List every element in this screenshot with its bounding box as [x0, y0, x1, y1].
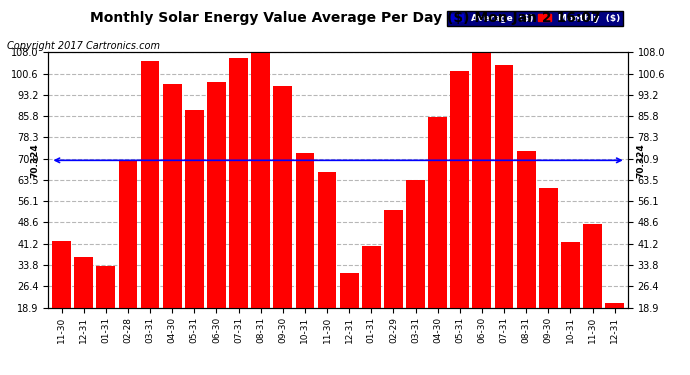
Text: 2.412: 2.412: [522, 330, 531, 354]
Bar: [75, 257, 93, 362]
Text: 3.158: 3.158: [278, 330, 287, 354]
Text: 1.093: 1.093: [101, 330, 110, 354]
Text: 3.329: 3.329: [455, 330, 464, 354]
Text: 1.583: 1.583: [588, 330, 597, 354]
Bar: [52, 241, 71, 362]
Bar: [517, 151, 535, 362]
Bar: [295, 153, 315, 362]
Text: Monthly Solar Energy Value Average Per Day ($) Mon Jan 2 16:07: Monthly Solar Energy Value Average Per D…: [90, 11, 600, 25]
Text: 3.179: 3.179: [168, 330, 177, 354]
Bar: [97, 266, 115, 362]
Text: 3.200: 3.200: [212, 330, 221, 354]
Bar: [605, 303, 624, 362]
Bar: [317, 172, 337, 362]
Text: 1.320: 1.320: [367, 330, 376, 354]
Text: 70.324: 70.324: [30, 143, 39, 178]
Bar: [185, 110, 204, 362]
Bar: [539, 188, 558, 362]
Text: 2.303: 2.303: [124, 330, 132, 354]
Text: 3.449: 3.449: [146, 330, 155, 354]
Text: 1.369: 1.369: [566, 330, 575, 354]
Text: 1.743: 1.743: [389, 330, 398, 354]
Bar: [251, 21, 270, 361]
Legend: Average  ($), Monthly  ($): Average ($), Monthly ($): [447, 11, 623, 26]
Bar: [561, 242, 580, 362]
Text: 3.485: 3.485: [234, 330, 243, 354]
Text: 70.324: 70.324: [637, 143, 646, 178]
Text: 1.379: 1.379: [57, 330, 66, 354]
Bar: [428, 117, 447, 362]
Text: 2.885: 2.885: [190, 330, 199, 354]
Text: 0.668: 0.668: [610, 330, 619, 354]
Bar: [362, 246, 381, 362]
Bar: [119, 161, 137, 362]
Text: 2.177: 2.177: [322, 330, 331, 354]
Text: 1.985: 1.985: [544, 330, 553, 354]
Text: 2.081: 2.081: [411, 330, 420, 354]
Text: 3.908: 3.908: [256, 330, 265, 354]
Bar: [473, 50, 491, 362]
Bar: [207, 82, 226, 362]
Bar: [406, 180, 425, 362]
Bar: [384, 210, 403, 362]
Bar: [451, 71, 469, 362]
Text: 2.805: 2.805: [433, 330, 442, 354]
Text: 2.391: 2.391: [300, 330, 309, 354]
Text: 1.200: 1.200: [79, 330, 88, 354]
Bar: [141, 61, 159, 362]
Bar: [163, 84, 181, 362]
Text: Copyright 2017 Cartronics.com: Copyright 2017 Cartronics.com: [7, 41, 160, 51]
Text: 3.568: 3.568: [477, 330, 486, 354]
Bar: [495, 65, 513, 362]
Text: 1.014: 1.014: [345, 330, 354, 354]
Text: 3.402: 3.402: [500, 330, 509, 354]
Bar: [229, 58, 248, 362]
Bar: [583, 224, 602, 362]
Bar: [339, 273, 359, 362]
Bar: [273, 86, 292, 362]
